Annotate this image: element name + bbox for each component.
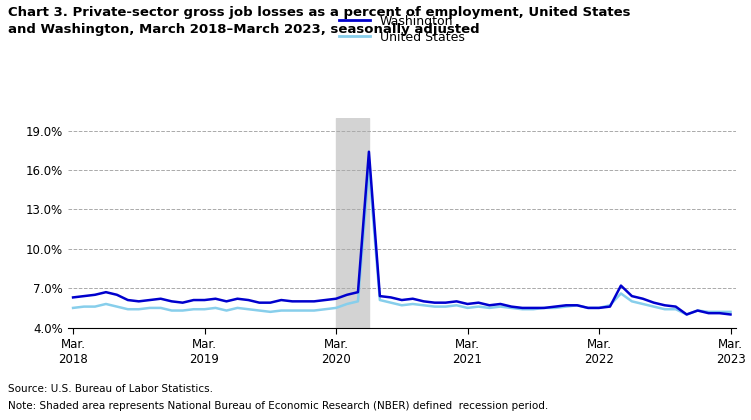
Legend: Washington, United States: Washington, United States xyxy=(339,15,465,45)
Text: Chart 3. Private-sector gross job losses as a percent of employment, United Stat: Chart 3. Private-sector gross job losses… xyxy=(8,6,630,36)
Text: Source: U.S. Bureau of Labor Statistics.: Source: U.S. Bureau of Labor Statistics. xyxy=(8,384,213,394)
Bar xyxy=(336,118,369,328)
Text: Note: Shaded area represents National Bureau of Economic Research (NBER) defined: Note: Shaded area represents National Bu… xyxy=(8,401,547,411)
